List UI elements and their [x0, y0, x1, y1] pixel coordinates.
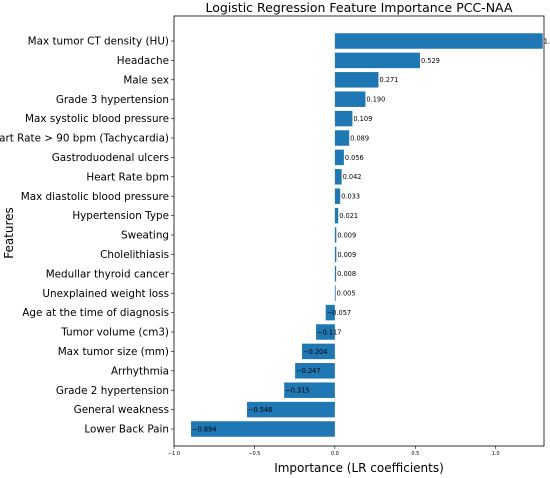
y-tick-label: Male sex [123, 74, 169, 86]
bar [334, 169, 342, 185]
value-label: 0.190 [366, 96, 385, 104]
value-label: 0.109 [353, 115, 372, 123]
plot-frame [173, 15, 545, 447]
x-tick-label: −1.0 [168, 451, 180, 457]
bar [325, 304, 335, 321]
value-labels: 1.292 0.529 0.271 0.190 0.109 0.089 0.056 0.042… [192, 37, 550, 433]
y-tick-label: Max systolic blood pressure [25, 113, 169, 125]
bar [334, 227, 337, 243]
bar [334, 207, 339, 224]
y-tick-label: Grade 3 hypertension [56, 94, 169, 106]
bar [334, 110, 353, 127]
y-tick-label: General weakness [74, 404, 169, 416]
bar [334, 188, 341, 204]
value-label: −0.546 [248, 406, 272, 414]
x-tick-labels: −1.0 −0.5 0.0 0.5 1.0 [168, 446, 500, 457]
y-tick-label: Gastroduodenal ulcers [52, 152, 169, 164]
y-tick-label: Heart Rate bpm [86, 171, 169, 183]
bar [334, 246, 337, 263]
y-tick-label: Hypertension Type [72, 210, 169, 222]
bar [334, 91, 366, 107]
value-label: −0.247 [296, 367, 320, 375]
value-label: 1.292 [544, 37, 550, 45]
bar [302, 343, 335, 360]
y-tick-label: Tumor volume (cm3) [60, 327, 169, 339]
value-label: 0.271 [379, 76, 398, 84]
bar [334, 72, 379, 88]
bar [284, 382, 335, 398]
value-label: −0.117 [317, 328, 341, 336]
y-axis-label: Features [2, 207, 16, 259]
y-tick-label: Max tumor CT density (HU) [28, 36, 169, 48]
value-label: 0.529 [421, 57, 440, 65]
x-tick-label: 0.0 [331, 451, 339, 457]
x-tick-label: −0.5 [248, 451, 260, 457]
bar [334, 149, 344, 166]
value-label: −0.315 [285, 387, 309, 395]
value-label: 0.009 [337, 251, 356, 259]
bar [295, 363, 335, 379]
value-label: 0.089 [350, 134, 369, 142]
y-tick-label: Sweating [121, 230, 169, 242]
value-label: 0.021 [339, 212, 358, 220]
y-tick-labels: Max tumor CT density (HU) Headache Male se… [0, 36, 174, 436]
value-label: 0.009 [337, 231, 356, 239]
y-tick-label: Medullar thyroid cancer [46, 268, 170, 280]
bar [334, 266, 337, 282]
bar [334, 285, 336, 301]
value-label: −0.204 [303, 348, 327, 356]
bars-group [191, 33, 543, 437]
chart-title: Logistic Regression Feature Importance P… [206, 0, 513, 15]
bar [334, 33, 543, 49]
x-axis-label: Importance (LR coefficients) [274, 461, 444, 475]
value-label: −0.057 [327, 309, 351, 317]
y-tick-label: Max tumor size (mm) [58, 346, 169, 358]
value-label: 0.008 [337, 270, 356, 278]
y-tick-label: Lower Back Pain [84, 424, 169, 436]
value-label: −0.894 [192, 425, 216, 433]
y-tick-label: Arrhythmia [111, 365, 169, 377]
y-tick-label: Age at the time of diagnosis [22, 307, 169, 319]
y-tick-label: Headache [117, 55, 169, 67]
value-label: 0.056 [345, 154, 364, 162]
y-tick-label: Cholelithiasis [100, 249, 169, 261]
y-tick-label: Unexplained weight loss [42, 288, 169, 300]
y-tick-label: Grade 2 hypertension [56, 385, 169, 397]
y-tick-label: Heart Rate > 90 bpm (Tachycardia) [0, 133, 169, 145]
bar [334, 130, 350, 146]
value-label: 0.005 [337, 290, 356, 298]
bar [191, 421, 335, 437]
x-tick-label: 1.0 [492, 451, 500, 457]
bar [247, 401, 335, 418]
value-label: 0.033 [341, 193, 360, 201]
y-tick-label: Max diastolic blood pressure [21, 191, 169, 203]
bar [334, 52, 420, 69]
value-label: 0.042 [343, 173, 362, 181]
bar [316, 324, 335, 340]
x-tick-label: 0.5 [411, 451, 419, 457]
